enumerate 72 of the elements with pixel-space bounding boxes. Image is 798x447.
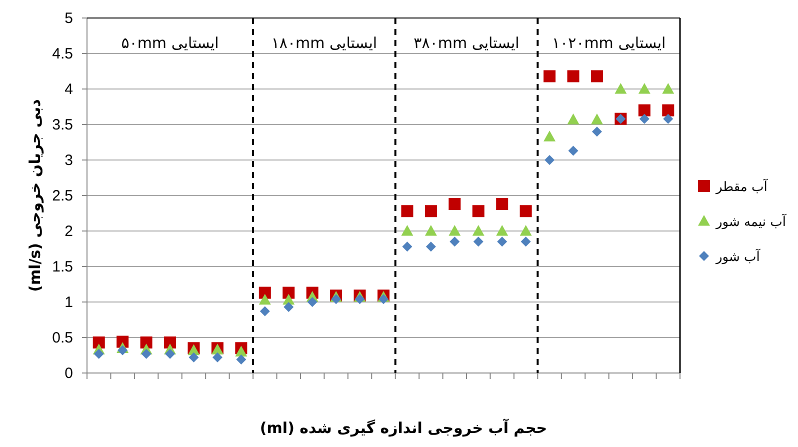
point <box>164 336 176 348</box>
point <box>520 205 532 218</box>
point <box>94 348 104 359</box>
point <box>473 236 484 247</box>
y-tick-label: 2.5 <box>52 188 73 204</box>
point <box>235 346 248 356</box>
point <box>639 114 650 124</box>
point <box>401 225 414 236</box>
point <box>567 114 580 124</box>
point <box>520 225 532 236</box>
y-tick-label: 0.5 <box>52 330 73 346</box>
y-tick-label: 5 <box>64 10 73 27</box>
annotation: ایستایی ۵۰mm <box>121 34 219 52</box>
point <box>568 146 578 156</box>
point <box>638 83 650 94</box>
point <box>378 294 388 304</box>
point <box>544 130 556 142</box>
point <box>638 104 650 116</box>
point <box>354 294 365 304</box>
point <box>331 294 342 304</box>
legend-label: آب نیمه شور <box>715 213 788 230</box>
point <box>544 70 556 82</box>
point <box>307 297 318 307</box>
x-axis-title: حجم آب خروجی اندازه گیری شده (ml) <box>260 418 548 437</box>
point <box>662 104 674 116</box>
y-tick-label: 2 <box>64 223 73 240</box>
point <box>401 205 414 218</box>
point <box>426 242 436 252</box>
point <box>496 225 508 236</box>
point <box>236 354 246 365</box>
point <box>188 352 199 362</box>
point <box>424 225 437 236</box>
y-tick-label: 4.5 <box>52 46 73 62</box>
point <box>212 352 222 362</box>
point <box>284 302 294 312</box>
point <box>92 336 105 348</box>
point <box>140 336 152 348</box>
y-tick-label: 1.5 <box>52 258 73 276</box>
point <box>662 83 674 94</box>
point <box>590 114 603 124</box>
y-tick-label: 1 <box>64 294 73 311</box>
point <box>424 205 437 218</box>
point <box>258 294 271 305</box>
point <box>260 306 270 316</box>
point <box>544 155 555 165</box>
point <box>496 198 508 210</box>
point <box>450 236 460 247</box>
point <box>402 242 412 252</box>
point <box>118 345 128 356</box>
point <box>497 236 508 247</box>
legend-label: آب شور <box>715 248 762 265</box>
annotation: ایستایی ۱۸۰mm <box>271 34 378 52</box>
point <box>472 225 484 236</box>
point <box>165 348 176 359</box>
point <box>141 348 152 359</box>
legend-label: آب مقطر <box>715 178 769 195</box>
y-tick-label: 4 <box>64 81 73 98</box>
y-tick-label: 3 <box>64 152 73 169</box>
point <box>472 205 484 218</box>
point <box>592 126 602 137</box>
point <box>448 198 461 210</box>
annotation: ایستایی ۳۸۰mm <box>414 34 520 52</box>
annotation: ایستایی ۱۰۲۰mm <box>552 34 666 52</box>
point <box>663 114 674 124</box>
point <box>590 70 603 82</box>
point <box>567 70 580 82</box>
y-tick-label: 0 <box>64 365 73 382</box>
point <box>614 83 627 94</box>
y-tick-label: 3.5 <box>52 116 73 134</box>
y-axis-title: دبی جریان خروجی (ml/s) <box>26 98 44 292</box>
point <box>448 225 461 236</box>
point <box>520 236 531 247</box>
